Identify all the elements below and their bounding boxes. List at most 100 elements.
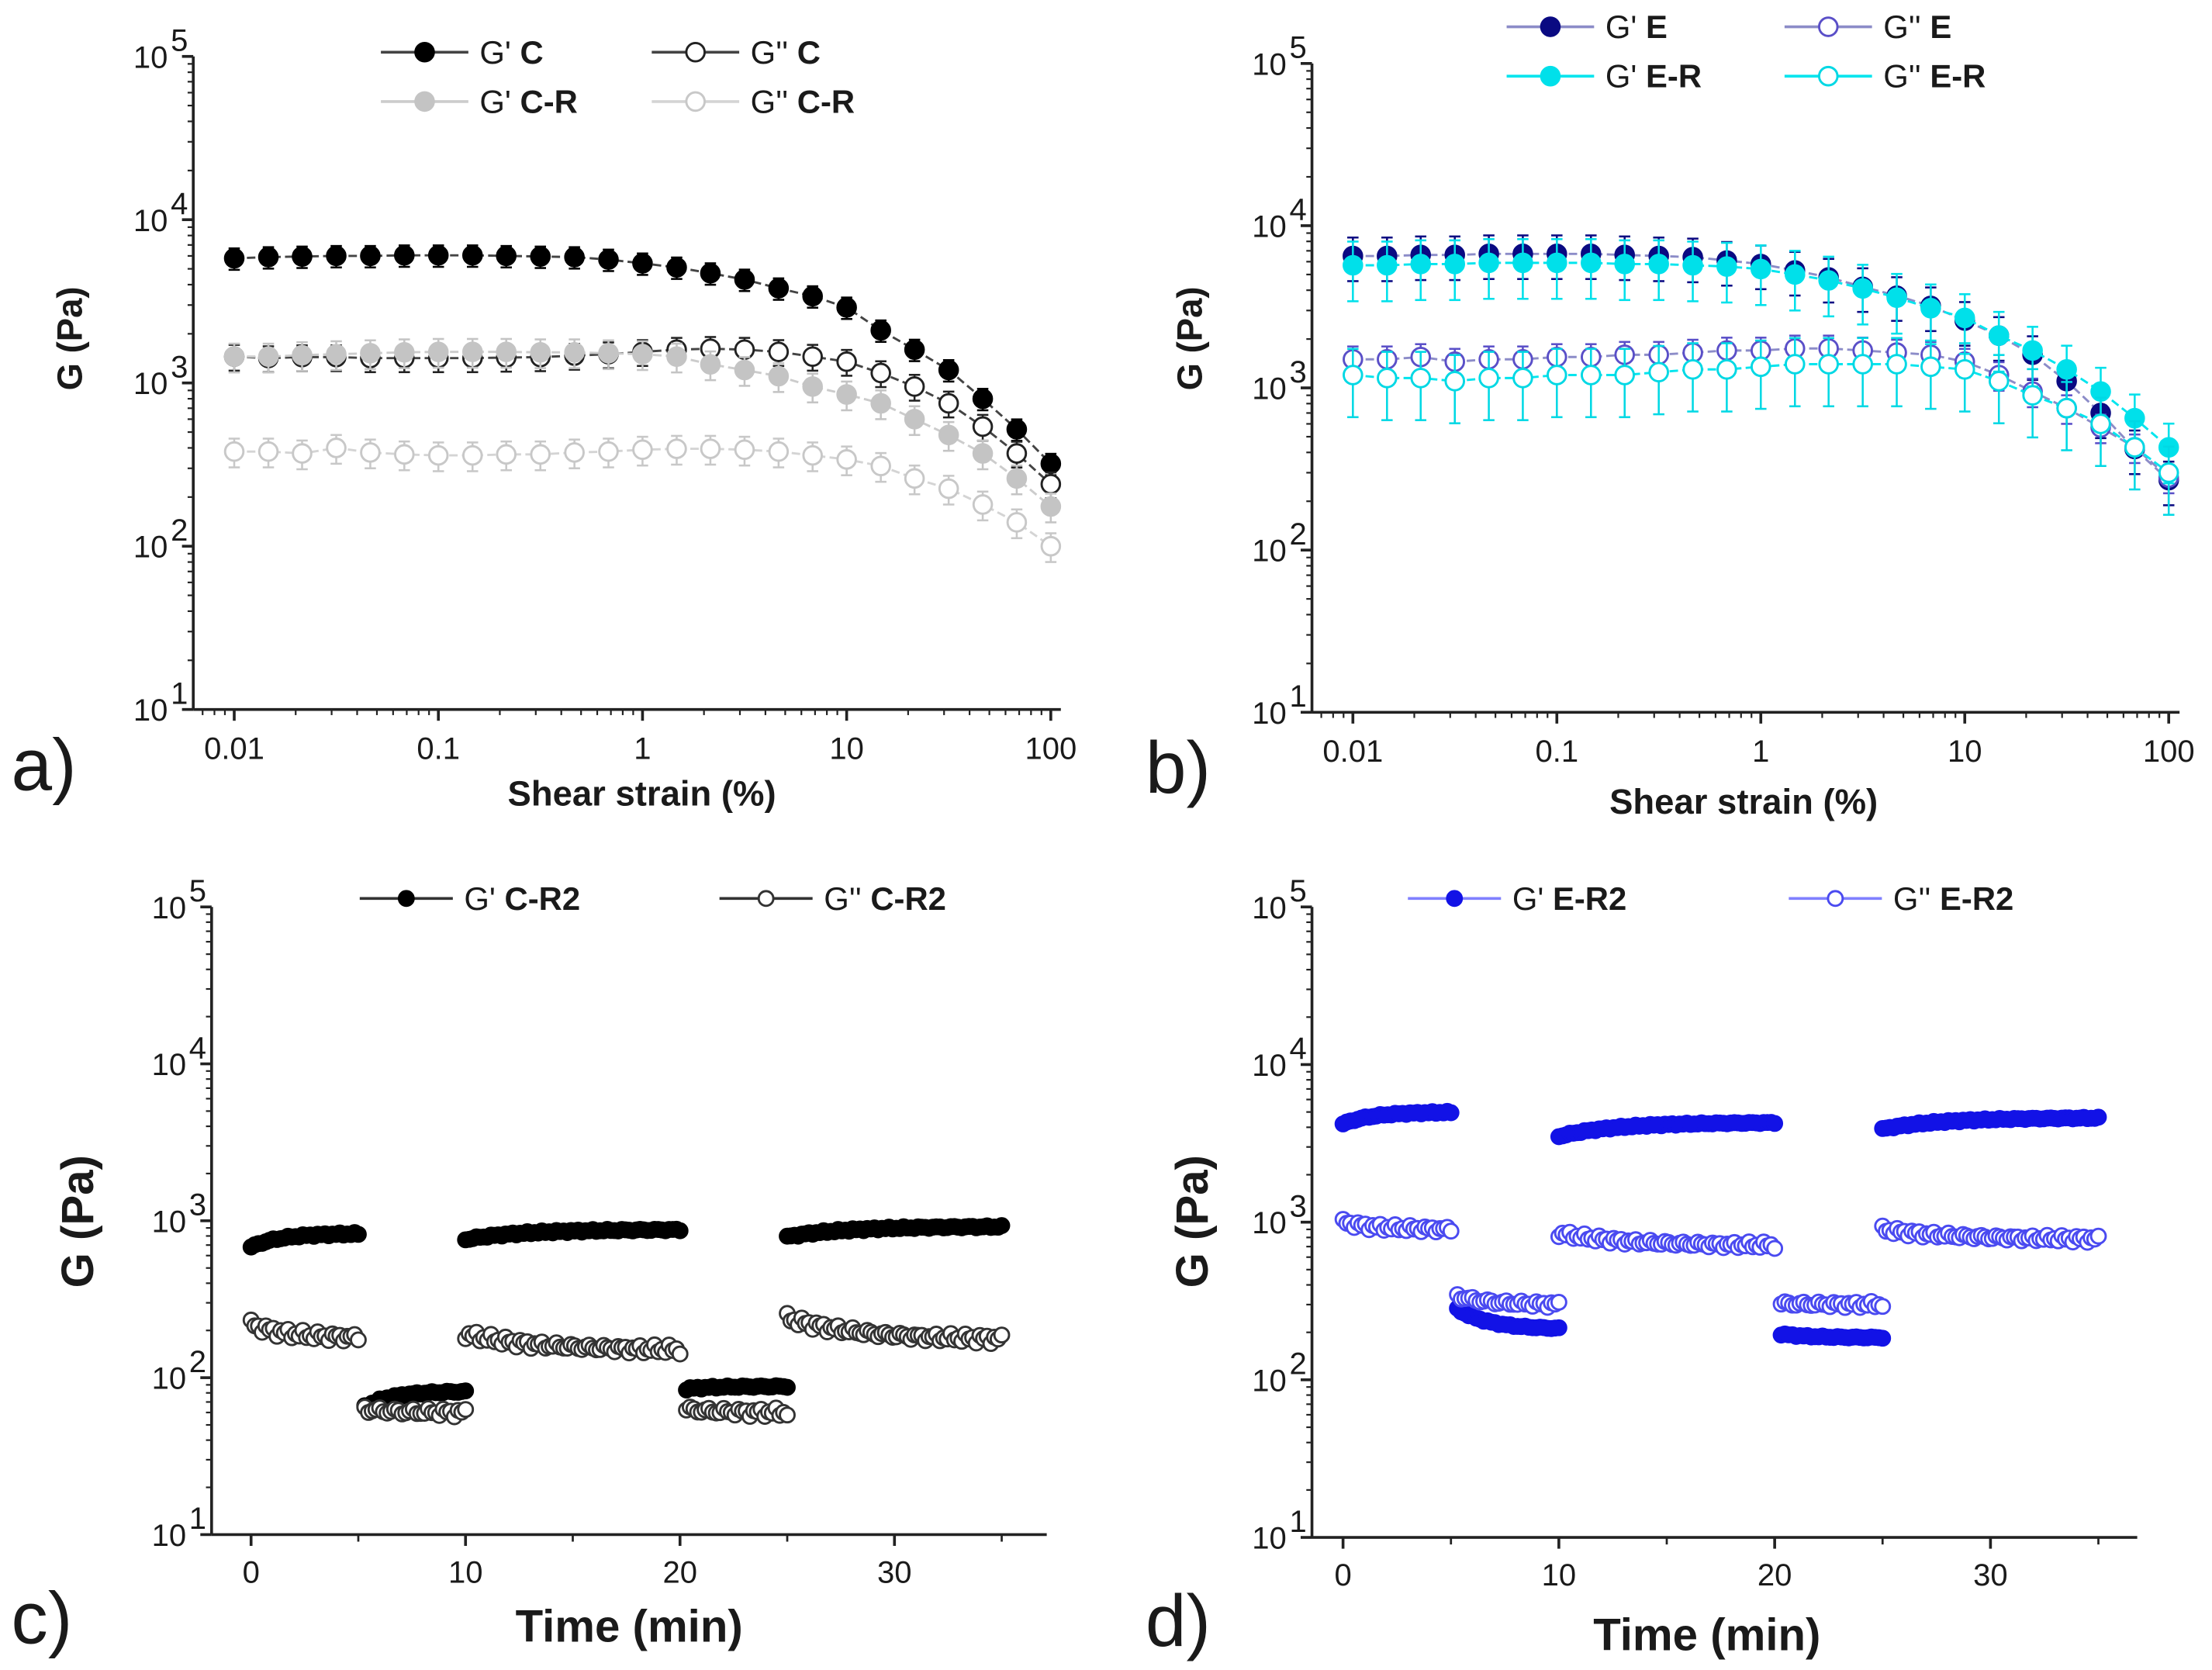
legend-entry: G'' C-R2 bbox=[719, 880, 946, 917]
y-tick-label: 10 bbox=[1252, 697, 1287, 731]
y-tick-exponent: 2 bbox=[1289, 517, 1306, 551]
axes bbox=[1301, 905, 2138, 1549]
legend-label: G'' C-R bbox=[751, 83, 855, 119]
legend-label: G' E bbox=[1605, 9, 1668, 45]
legend-label-prefix: G' bbox=[1512, 880, 1553, 917]
y-axis-title: G (Pa) bbox=[50, 286, 89, 390]
data-point bbox=[1442, 1222, 1460, 1240]
data-point bbox=[564, 247, 585, 268]
data-point bbox=[993, 1217, 1011, 1234]
panel-c: c) Time (min) G (Pa) 10 110 210 310 410 50 10 2… bbox=[12, 874, 1047, 1659]
data-point bbox=[779, 1378, 796, 1396]
data-point bbox=[768, 278, 790, 299]
y-tick-exponent: 1 bbox=[1289, 1505, 1306, 1539]
data-point bbox=[496, 341, 517, 362]
data-point bbox=[350, 1331, 367, 1349]
data-point bbox=[802, 285, 823, 307]
legend-marker bbox=[1446, 890, 1464, 908]
series-Gpp-C-R bbox=[223, 434, 1062, 563]
x-tick-label: 10 bbox=[829, 731, 864, 766]
y-axis-title: G (Pa) bbox=[1167, 1155, 1218, 1288]
data-point bbox=[1410, 368, 1432, 389]
data-point bbox=[700, 354, 721, 375]
data-point bbox=[1648, 254, 1669, 275]
y-tick-exponent: 4 bbox=[1289, 1032, 1306, 1066]
y-tick-label: 10 bbox=[1252, 534, 1287, 569]
legend-label: G'' C bbox=[751, 34, 821, 71]
legend-marker bbox=[1540, 65, 1561, 87]
y-tick-label: 10 bbox=[1252, 47, 1287, 81]
data-point bbox=[598, 441, 619, 462]
data-point bbox=[530, 444, 551, 465]
data-point bbox=[1920, 298, 1941, 319]
legend-marker bbox=[414, 42, 435, 63]
data-point bbox=[1410, 254, 1432, 275]
x-tick-label: 30 bbox=[1973, 1558, 2008, 1592]
legend-label-prefix: G' bbox=[1605, 9, 1646, 45]
data-point bbox=[2124, 437, 2145, 458]
data-point bbox=[1988, 371, 2010, 392]
data-point bbox=[292, 344, 313, 366]
data-point bbox=[734, 339, 755, 361]
legend-marker bbox=[1540, 16, 1561, 37]
data-point bbox=[1550, 1319, 1567, 1336]
data-point bbox=[427, 244, 449, 266]
data-point bbox=[802, 444, 823, 466]
data-point bbox=[1377, 254, 1398, 276]
data-point bbox=[836, 384, 857, 405]
y-tick-label: 10 bbox=[1252, 1522, 1287, 1556]
legend-label-prefix: G' bbox=[479, 83, 520, 119]
y-tick-exponent: 5 bbox=[189, 874, 206, 908]
x-tick-label: 10 bbox=[1542, 1558, 1577, 1592]
data-point bbox=[223, 441, 245, 462]
data-point bbox=[394, 341, 415, 363]
y-tick-label: 10 bbox=[152, 891, 187, 925]
legend-label-sample: E bbox=[1930, 9, 1951, 45]
y-tick-exponent: 5 bbox=[171, 23, 188, 57]
legend-label: G' C-R2 bbox=[464, 880, 580, 917]
data-point bbox=[836, 351, 857, 372]
data-point bbox=[870, 320, 891, 341]
legend-entry: G' C bbox=[381, 34, 544, 71]
legend-entry: G'' C bbox=[652, 34, 821, 71]
y-tick-label: 10 bbox=[133, 531, 168, 565]
legend-label-prefix: G'' bbox=[1883, 9, 1930, 45]
y-tick-label: 10 bbox=[152, 1205, 187, 1239]
legend-marker bbox=[414, 91, 435, 112]
data-point bbox=[326, 344, 347, 365]
legend-entry: G' C-R bbox=[381, 83, 578, 119]
y-tick-label: 10 bbox=[1252, 891, 1287, 925]
data-point bbox=[938, 478, 959, 500]
legend-label-sample: E bbox=[1646, 9, 1668, 45]
panel-label: d) bbox=[1146, 1580, 1211, 1662]
data-point bbox=[223, 346, 245, 368]
panel-label: a) bbox=[12, 724, 77, 806]
data-point bbox=[1343, 254, 1363, 276]
series-Gp-C bbox=[223, 244, 1062, 476]
data-point bbox=[632, 439, 653, 461]
legend-label-prefix: G'' bbox=[751, 34, 797, 71]
data-point bbox=[1648, 361, 1669, 383]
data-point bbox=[671, 1345, 689, 1363]
data-point bbox=[394, 444, 415, 465]
data-point bbox=[1716, 256, 1737, 277]
data-point bbox=[972, 443, 994, 464]
data-point bbox=[564, 442, 585, 463]
data-point bbox=[1512, 368, 1533, 389]
legend-label-prefix: G'' bbox=[751, 83, 797, 119]
x-tick-label: 0.1 bbox=[1535, 735, 1578, 769]
data-point bbox=[2089, 1108, 2107, 1126]
data-point bbox=[938, 424, 959, 446]
y-tick-exponent: 5 bbox=[1289, 874, 1306, 908]
data-point bbox=[904, 468, 925, 489]
x-tick-label: 100 bbox=[1025, 731, 1077, 766]
legend-label: G' E-R2 bbox=[1512, 880, 1626, 917]
data-point bbox=[1547, 252, 1567, 274]
data-point bbox=[904, 409, 925, 430]
data-point bbox=[530, 246, 551, 267]
data-point bbox=[904, 339, 925, 361]
legend-label-sample: C-R2 bbox=[870, 880, 946, 917]
y-tick-exponent: 5 bbox=[1289, 31, 1306, 65]
legend-label-prefix: G' bbox=[1605, 58, 1646, 95]
data-point bbox=[700, 262, 721, 284]
